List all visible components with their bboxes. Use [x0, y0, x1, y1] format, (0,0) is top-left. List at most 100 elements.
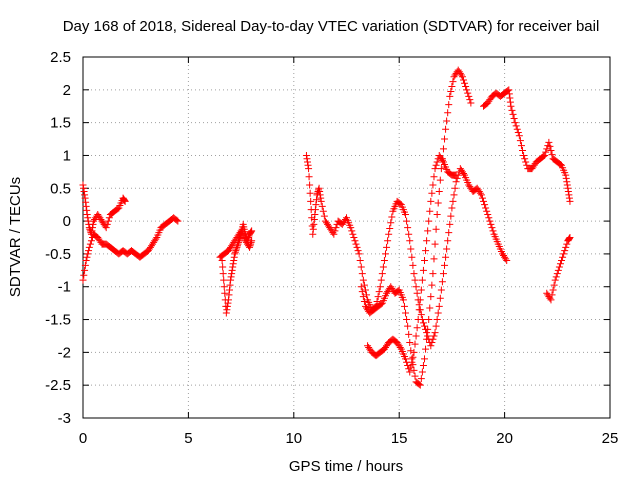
- data-point: [417, 286, 425, 294]
- data-point: [410, 348, 418, 356]
- data-point: [349, 230, 357, 238]
- data-point: [555, 263, 563, 271]
- data-point: [103, 220, 111, 228]
- y-tick-label: -1.5: [45, 312, 71, 329]
- data-point: [360, 297, 368, 305]
- data-point: [225, 291, 233, 299]
- data-point: [220, 276, 228, 284]
- data-point: [545, 138, 553, 146]
- data-point: [418, 368, 426, 376]
- data-point: [387, 219, 395, 227]
- data-point: [489, 227, 497, 235]
- data-point: [404, 361, 412, 369]
- data-point: [484, 211, 492, 219]
- data-point: [121, 197, 129, 205]
- data-point: [227, 276, 235, 284]
- data-point: [554, 266, 562, 274]
- data-point: [247, 228, 255, 236]
- data-point: [446, 220, 454, 228]
- data-point: [447, 87, 455, 95]
- data-point: [358, 270, 366, 278]
- y-tick-label: 0.5: [50, 180, 71, 197]
- data-point: [310, 220, 318, 228]
- data-point: [411, 340, 419, 348]
- data-point: [347, 224, 355, 232]
- y-tick-label: 1: [63, 147, 71, 164]
- data-point: [408, 253, 416, 261]
- data-point: [357, 263, 365, 271]
- data-point: [82, 256, 90, 264]
- data-point: [446, 92, 454, 100]
- data-point: [485, 214, 493, 222]
- data-point: [435, 302, 443, 310]
- data-point: [482, 204, 490, 212]
- data-point: [406, 237, 414, 245]
- data-point: [247, 240, 255, 248]
- x-axis: 0 5 10 15 20 25: [79, 57, 618, 447]
- data-point: [220, 283, 228, 291]
- x-tick-label: 20: [496, 430, 513, 447]
- data-point: [439, 145, 447, 153]
- data-point: [430, 332, 438, 340]
- data-point: [433, 158, 441, 166]
- data-point: [80, 188, 88, 196]
- data-point: [517, 142, 525, 150]
- data-point: [504, 87, 512, 95]
- data-point: [449, 78, 457, 86]
- y-tick-label: -0.5: [45, 246, 71, 263]
- data-point: [88, 227, 96, 235]
- data-point: [431, 165, 439, 173]
- y-tick-label: -1: [58, 279, 71, 296]
- data-point: [219, 270, 227, 278]
- data-point: [424, 332, 432, 340]
- data-point: [434, 199, 442, 207]
- data-point: [510, 115, 518, 123]
- data-point: [85, 247, 93, 255]
- data-point: [105, 214, 113, 222]
- data-point: [505, 86, 513, 94]
- series-trace_i: [543, 234, 574, 304]
- data-point: [560, 250, 568, 258]
- grid-lines: [83, 57, 610, 418]
- data-point: [381, 250, 389, 258]
- data-point: [232, 245, 240, 253]
- data-point: [84, 214, 92, 222]
- data-point: [565, 194, 573, 202]
- data-point: [551, 276, 559, 284]
- data-point: [445, 229, 453, 237]
- data-point: [400, 302, 408, 310]
- data-point: [442, 253, 450, 261]
- data-point: [515, 132, 523, 140]
- data-point: [420, 322, 428, 330]
- data-point: [436, 176, 444, 184]
- data-point: [417, 375, 425, 383]
- data-point: [430, 255, 438, 263]
- data-point: [81, 261, 89, 269]
- data-point: [309, 225, 317, 233]
- data-point: [467, 99, 475, 107]
- data-point: [519, 147, 527, 155]
- data-point: [441, 135, 449, 143]
- data-point: [104, 217, 112, 225]
- data-point: [361, 286, 369, 294]
- data-point: [424, 325, 432, 333]
- data-point: [376, 283, 384, 291]
- data-point: [419, 319, 427, 327]
- data-point: [506, 94, 514, 102]
- data-point: [553, 270, 561, 278]
- data-point: [246, 242, 254, 250]
- data-point: [448, 204, 456, 212]
- data-point: [247, 229, 255, 237]
- data-point: [423, 237, 431, 245]
- x-tick-label: 5: [184, 430, 192, 447]
- data-point: [488, 224, 496, 232]
- data-point: [562, 243, 570, 251]
- series-trace_d: [216, 227, 256, 261]
- data-point: [429, 181, 437, 189]
- data-point: [447, 212, 455, 220]
- data-point: [541, 151, 549, 159]
- data-point: [505, 90, 513, 98]
- data-point: [422, 247, 430, 255]
- data-point: [81, 191, 89, 199]
- data-point: [476, 189, 484, 197]
